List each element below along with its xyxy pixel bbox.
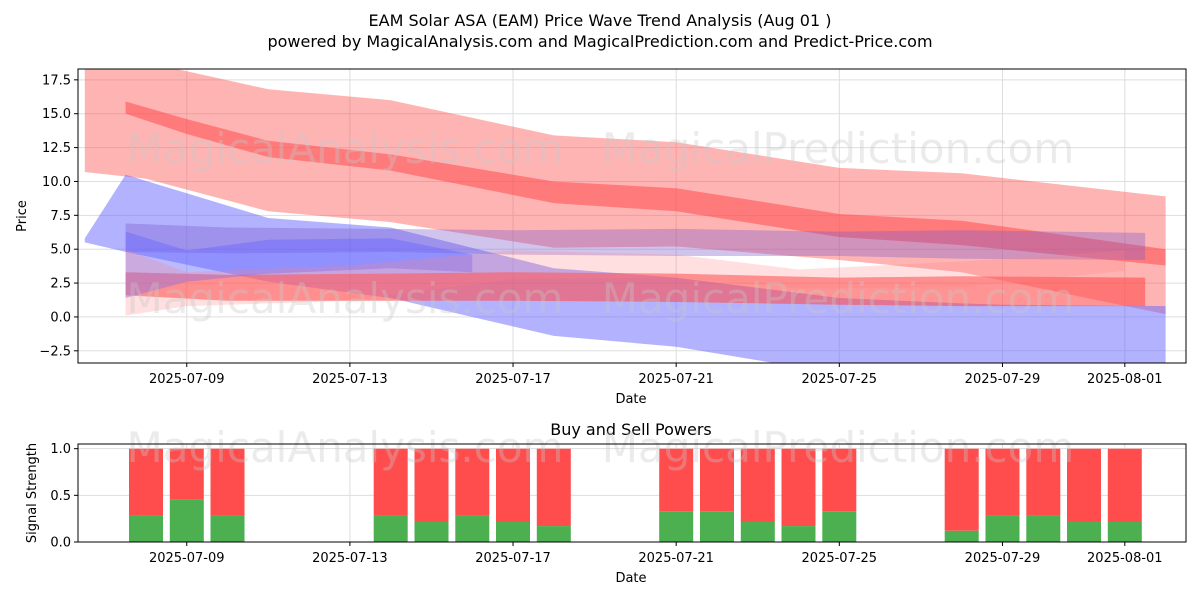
- buy-sell-y-label: Signal Strength: [25, 443, 40, 543]
- sell-bar: [944, 448, 979, 531]
- buy-bar: [496, 521, 530, 542]
- sell-bar: [169, 448, 204, 500]
- y-tick-label: 2.5: [50, 277, 71, 292]
- sell-bar: [455, 448, 490, 516]
- buy-sell-axes: 0.0 0.5 1.0 2025-07-09 2025-07-13 2025-07-17 2…: [50, 442, 1162, 566]
- band-red-upper-center: [125, 101, 1166, 266]
- x-tick-label: 2025-07-09: [149, 372, 225, 387]
- band-red-lower-band: [125, 272, 1146, 307]
- x-tick-label: 2025-07-29: [965, 551, 1041, 566]
- y-tick-label: 0.0: [50, 310, 71, 325]
- band-blue-wide: [84, 174, 1166, 363]
- sell-bar: [1026, 448, 1061, 516]
- price-axes: −2.5 0.0 2.5 5.0 7.5 10.0 12.5 15.0 17.5 2025-07-…: [39, 73, 1162, 387]
- x-tick-label: 2025-07-09: [149, 551, 225, 566]
- buy-bar: [944, 530, 979, 542]
- sell-bar: [210, 448, 245, 516]
- x-tick-label: 2025-07-25: [802, 372, 878, 387]
- sell-bar: [781, 448, 816, 527]
- buy-bar: [1026, 515, 1061, 542]
- band-pink-faint-band: [125, 249, 1125, 316]
- y-tick-label: 5.0: [50, 243, 71, 258]
- buy-bar: [169, 499, 204, 542]
- sell-bar: [659, 448, 694, 512]
- x-tick-label: 2025-08-01: [1087, 551, 1163, 566]
- y-tick-label: 0.0: [50, 536, 71, 551]
- x-tick-label: 2025-07-17: [475, 551, 551, 566]
- x-tick-label: 2025-07-13: [312, 551, 388, 566]
- watermark-analysis-mid: MagicalAnalysis.com: [127, 274, 564, 323]
- buy-sell-watermarks: MagicalAnalysis.com MagicalPrediction.co…: [127, 423, 1075, 472]
- buy-bar: [414, 521, 449, 542]
- buy-bar: [659, 511, 694, 542]
- sell-bar: [740, 448, 775, 522]
- buy-bar: [536, 526, 571, 542]
- y-tick-label: 1.0: [50, 442, 71, 457]
- buy-bar: [781, 526, 816, 542]
- price-plot-frame: [77, 68, 1187, 364]
- y-tick-label: 17.5: [42, 73, 71, 88]
- sell-bar: [1107, 448, 1142, 522]
- y-tick-label: 0.5: [50, 489, 71, 504]
- buy-bar: [1107, 521, 1142, 542]
- sell-bar: [414, 448, 449, 522]
- y-tick-label: 12.5: [42, 141, 71, 156]
- buy-sell-x-label: Date: [615, 571, 646, 586]
- x-tick-label: 2025-07-25: [802, 551, 878, 566]
- watermark-prediction-bottom: MagicalPrediction.com: [602, 423, 1075, 472]
- buy-bar: [985, 515, 1020, 542]
- price-watermarks: MagicalAnalysis.com MagicalPrediction.co…: [127, 124, 1075, 323]
- band-purple-middle-band: [125, 223, 1146, 260]
- sell-bar: [536, 448, 571, 527]
- y-tick-label: −2.5: [39, 344, 71, 359]
- band-blue-small-band: [125, 231, 473, 298]
- price-bands: [84, 69, 1166, 363]
- x-tick-label: 2025-07-17: [475, 372, 551, 387]
- sell-bar: [496, 448, 530, 522]
- main-title: EAM Solar ASA (EAM) Price Wave Trend Ana…: [369, 11, 832, 30]
- y-tick-label: 10.0: [42, 175, 71, 190]
- buy-bar: [129, 515, 163, 542]
- x-tick-label: 2025-07-29: [965, 372, 1041, 387]
- buy-bar: [455, 515, 490, 542]
- sell-bar: [1067, 448, 1101, 522]
- buy-sell-title: Buy and Sell Powers: [550, 420, 712, 439]
- price-x-label: Date: [615, 392, 646, 407]
- price-wave-chart: MagicalAnalysis.com MagicalPrediction.co…: [15, 68, 1187, 407]
- y-tick-label: 7.5: [50, 209, 71, 224]
- watermark-prediction-mid: MagicalPrediction.com: [602, 274, 1075, 323]
- sell-bar: [985, 448, 1020, 516]
- sell-bar: [129, 448, 163, 516]
- x-tick-label: 2025-08-01: [1087, 372, 1163, 387]
- buy-bar: [373, 515, 408, 542]
- buy-sell-chart: Buy and Sell Powers MagicalAnalysis.com …: [25, 420, 1187, 586]
- main-subtitle: powered by MagicalAnalysis.com and Magic…: [267, 32, 932, 51]
- y-tick-label: 15.0: [42, 107, 71, 122]
- x-tick-label: 2025-07-21: [638, 372, 714, 387]
- buy-bar: [700, 511, 734, 542]
- buy-bar: [1067, 521, 1101, 542]
- price-y-label: Price: [15, 200, 30, 232]
- sell-bar: [700, 448, 734, 512]
- x-tick-label: 2025-07-13: [312, 372, 388, 387]
- watermark-analysis-top: MagicalAnalysis.com: [127, 124, 564, 173]
- watermark-analysis-bottom: MagicalAnalysis.com: [127, 423, 564, 472]
- buy-bar: [740, 521, 775, 542]
- sell-bar: [373, 448, 408, 516]
- buy-bar: [210, 515, 245, 542]
- buy-bar: [822, 511, 857, 542]
- sell-bar: [822, 448, 857, 512]
- buy-sell-plot-frame: [77, 443, 1187, 543]
- x-tick-label: 2025-07-21: [638, 551, 714, 566]
- buy-sell-bars: [129, 448, 1142, 542]
- watermark-prediction-top: MagicalPrediction.com: [602, 124, 1075, 173]
